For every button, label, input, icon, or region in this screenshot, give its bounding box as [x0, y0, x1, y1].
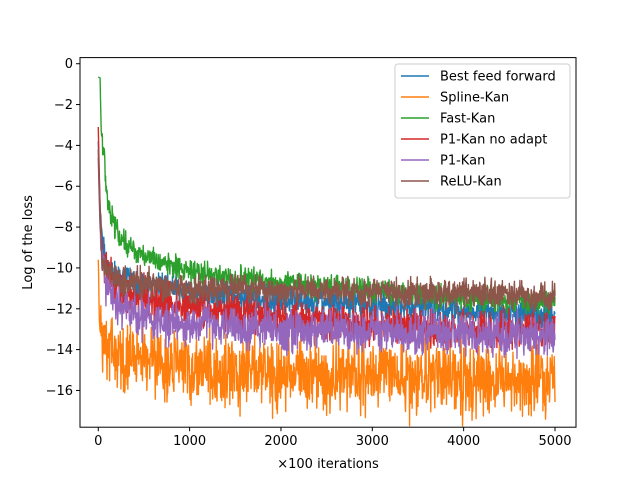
- x-tick-label: 4000: [447, 434, 480, 449]
- y-tick-label: −6: [54, 180, 73, 195]
- plot-frame: [79, 57, 577, 428]
- x-tick-label: 1000: [173, 434, 206, 449]
- series-layer: [97, 76, 556, 427]
- series-line: [97, 149, 556, 315]
- legend-label: Fast-Kan: [440, 112, 495, 127]
- y-tick-label: −14: [46, 343, 73, 358]
- legend-label: P1-Kan no adapt: [440, 133, 547, 148]
- y-tick-label: −10: [46, 261, 73, 276]
- legend-box: [394, 63, 571, 199]
- legend-label: Spline-Kan: [440, 91, 509, 106]
- legend-label: ReLU-Kan: [440, 175, 502, 190]
- x-tick-label: 3000: [356, 434, 389, 449]
- legend-label: P1-Kan: [440, 154, 485, 169]
- y-tick-label: 0: [65, 57, 73, 72]
- series-line: [97, 157, 556, 360]
- legend-label: Best feed forward: [440, 70, 556, 85]
- y-tick-label: −8: [54, 221, 73, 236]
- series-line: [97, 141, 556, 337]
- y-tick-label: −2: [54, 98, 73, 113]
- y-axis: 0 −2 −4 −6 −8 −10 −12 −14 −16: [46, 57, 80, 399]
- x-axis: 0 1000 2000 3000 4000 5000: [94, 427, 572, 449]
- x-axis-label: ×100 iterations: [277, 457, 379, 472]
- series-line: [97, 259, 556, 427]
- legend: Best feed forward Spline-Kan Fast-Kan P1-Ka…: [394, 63, 571, 199]
- x-tick-label: 5000: [538, 434, 571, 449]
- x-tick-label: 0: [94, 434, 102, 449]
- y-tick-label: −12: [46, 302, 73, 317]
- x-tick-label: 2000: [264, 434, 297, 449]
- y-tick-label: −4: [54, 139, 73, 154]
- y-tick-label: −16: [46, 384, 73, 399]
- y-axis-label: Log of the loss: [21, 195, 36, 290]
